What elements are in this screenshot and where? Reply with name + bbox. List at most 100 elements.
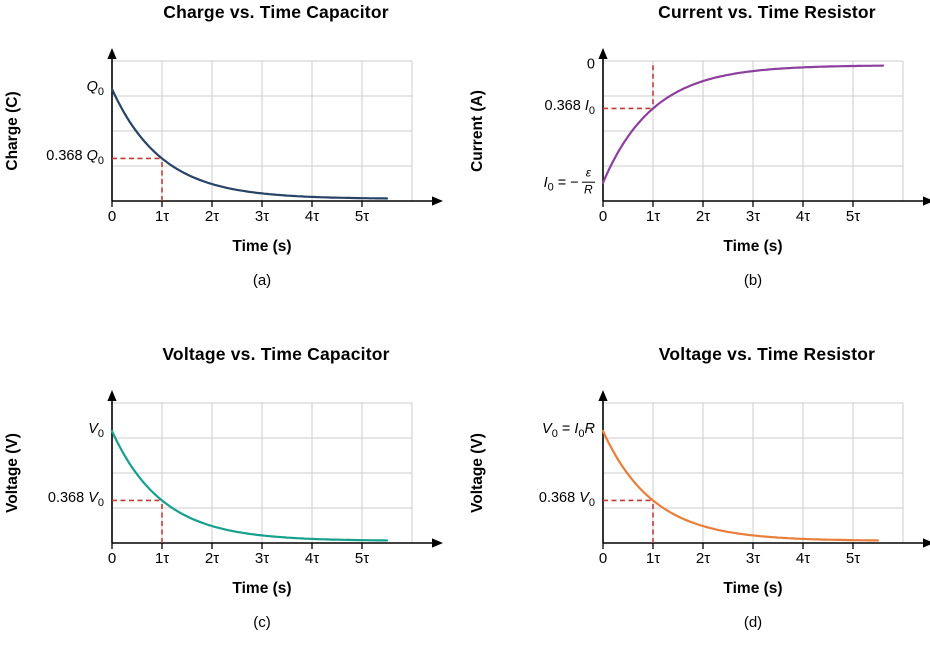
initial-subscript: 0 bbox=[547, 181, 554, 194]
y-tick-initial-value: V0 = I0R bbox=[465, 421, 595, 441]
panel-current-vs-time-resistor: Current vs. Time Resistor Current (A) 0 … bbox=[465, 0, 930, 316]
x-tick-label: 4τ bbox=[795, 208, 811, 225]
x-tick-label: 1τ bbox=[645, 208, 661, 225]
reference-factor: 0.368 bbox=[538, 490, 580, 507]
x-tick-label: 0 bbox=[107, 208, 117, 225]
x-tick-label: 1τ bbox=[154, 208, 170, 225]
reference-subscript: 0 bbox=[97, 497, 104, 510]
figure-rc-circuit-curves: Charge vs. Time Capacitor Charge (C) Q0 … bbox=[0, 0, 930, 633]
resistance-variable: R bbox=[584, 421, 595, 438]
subplot-label: (a) bbox=[252, 272, 272, 289]
x-tick-label: 2τ bbox=[204, 208, 220, 225]
x-axis-label: Time (s) bbox=[723, 238, 783, 255]
initial-variable: V bbox=[542, 421, 552, 438]
fraction-denominator: R bbox=[584, 182, 593, 197]
y-tick-initial-value: V0 bbox=[0, 421, 104, 441]
equals-minus: = − bbox=[553, 174, 579, 191]
curve-line bbox=[110, 87, 389, 200]
x-tick-label: 5τ bbox=[354, 208, 370, 225]
y-tick-reference-value: 0.368 Q0 bbox=[0, 148, 104, 168]
x-axis-label: Time (s) bbox=[723, 580, 783, 597]
x-tick-label: 4τ bbox=[795, 550, 811, 567]
x-tick-label: 0 bbox=[107, 550, 117, 567]
x-tick-label: 1τ bbox=[154, 550, 170, 567]
subplot-label: (d) bbox=[743, 614, 763, 631]
reference-variable: V bbox=[579, 490, 589, 507]
panel-inner: Current vs. Time Resistor Current (A) 0 … bbox=[465, 2, 930, 318]
subplot-label: (b) bbox=[743, 272, 763, 289]
initial-variable: I bbox=[543, 174, 548, 191]
chart-title: Current vs. Time Resistor bbox=[658, 2, 876, 22]
initial-variable: Q bbox=[86, 79, 98, 96]
x-tick-labels: 0 1τ 2τ 3τ 4τ 5τ bbox=[593, 208, 930, 228]
x-axis-arrow bbox=[923, 196, 930, 206]
x-tick-label: 4τ bbox=[304, 550, 320, 567]
panel-voltage-vs-time-resistor: Voltage vs. Time Resistor Voltage (V) V0… bbox=[465, 316, 930, 633]
y-tick-reference-value: 0.368 V0 bbox=[465, 490, 595, 510]
plot-area bbox=[598, 48, 930, 207]
equals-sign: = bbox=[557, 421, 575, 438]
chart-title: Voltage vs. Time Resistor bbox=[658, 344, 876, 364]
curve-line bbox=[601, 64, 885, 184]
initial-subscript: 0 bbox=[97, 428, 104, 441]
initial-subscript: 0 bbox=[551, 428, 558, 441]
x-axis-label: Time (s) bbox=[232, 238, 292, 255]
current-variable: I bbox=[574, 421, 579, 438]
chart-title: Voltage vs. Time Capacitor bbox=[162, 344, 390, 364]
x-tick-label: 3τ bbox=[254, 208, 270, 225]
x-axis-label: Time (s) bbox=[232, 580, 292, 597]
y-axis-arrow bbox=[598, 390, 608, 401]
initial-variable: V bbox=[88, 421, 98, 438]
plot-area bbox=[107, 390, 443, 549]
panel-inner: Voltage vs. Time Capacitor Voltage (V) V… bbox=[0, 344, 465, 661]
x-tick-label: 5τ bbox=[354, 550, 370, 567]
y-tick-initial-value: I0 = − ε R bbox=[465, 166, 595, 199]
reference-factor: 0.368 bbox=[47, 490, 89, 507]
subplot-label: (c) bbox=[253, 614, 271, 631]
panel-charge-vs-time-capacitor: Charge vs. Time Capacitor Charge (C) Q0 … bbox=[0, 0, 465, 316]
x-tick-labels: 0 1τ 2τ 3τ 4τ 5τ bbox=[102, 208, 450, 228]
y-axis-arrow bbox=[107, 48, 117, 59]
reference-subscript: 0 bbox=[588, 497, 595, 510]
reference-variable: I bbox=[584, 98, 589, 115]
chart-title: Charge vs. Time Capacitor bbox=[163, 2, 389, 22]
x-tick-label: 2τ bbox=[204, 550, 220, 567]
y-tick-reference-value: 0.368 V0 bbox=[0, 490, 104, 510]
y-tick-reference-value: 0.368 I0 bbox=[465, 98, 595, 118]
panel-inner: Voltage vs. Time Resistor Voltage (V) V0… bbox=[465, 344, 930, 661]
reference-factor: 0.368 bbox=[46, 148, 87, 165]
curve-line bbox=[110, 429, 389, 542]
reference-factor: 0.368 bbox=[544, 98, 585, 115]
y-axis-arrow bbox=[107, 390, 117, 401]
y-tick-initial-value: Q0 bbox=[0, 79, 104, 99]
x-axis-arrow bbox=[432, 196, 443, 206]
reference-variable: Q bbox=[86, 148, 98, 165]
x-tick-label: 0 bbox=[598, 208, 608, 225]
panel-inner: Charge vs. Time Capacitor Charge (C) Q0 … bbox=[0, 2, 465, 318]
x-tick-label: 2τ bbox=[695, 550, 711, 567]
reference-subscript: 0 bbox=[97, 155, 104, 168]
x-tick-labels: 0 1τ 2τ 3τ 4τ 5τ bbox=[102, 550, 450, 570]
x-axis-arrow bbox=[432, 538, 443, 548]
x-tick-label: 5τ bbox=[845, 208, 861, 225]
initial-subscript: 0 bbox=[97, 86, 104, 99]
reference-subscript: 0 bbox=[588, 105, 595, 118]
x-tick-label: 3τ bbox=[745, 208, 761, 225]
fraction-numerator: ε bbox=[581, 166, 595, 183]
x-tick-label: 5τ bbox=[845, 550, 861, 567]
y-tick-zero-asymptote: 0 bbox=[586, 56, 595, 73]
reference-variable: V bbox=[88, 490, 98, 507]
x-tick-label: 1τ bbox=[645, 550, 661, 567]
plot-area bbox=[598, 390, 930, 549]
x-axis-arrow bbox=[923, 538, 930, 548]
x-tick-label: 0 bbox=[598, 550, 608, 567]
y-axis-arrow bbox=[598, 48, 608, 59]
panel-voltage-vs-time-capacitor: Voltage vs. Time Capacitor Voltage (V) V… bbox=[0, 316, 465, 633]
plot-area bbox=[107, 48, 443, 207]
curve-line bbox=[601, 429, 880, 542]
x-tick-label: 3τ bbox=[745, 550, 761, 567]
x-tick-label: 4τ bbox=[304, 208, 320, 225]
current-subscript: 0 bbox=[578, 428, 585, 441]
x-tick-label: 2τ bbox=[695, 208, 711, 225]
